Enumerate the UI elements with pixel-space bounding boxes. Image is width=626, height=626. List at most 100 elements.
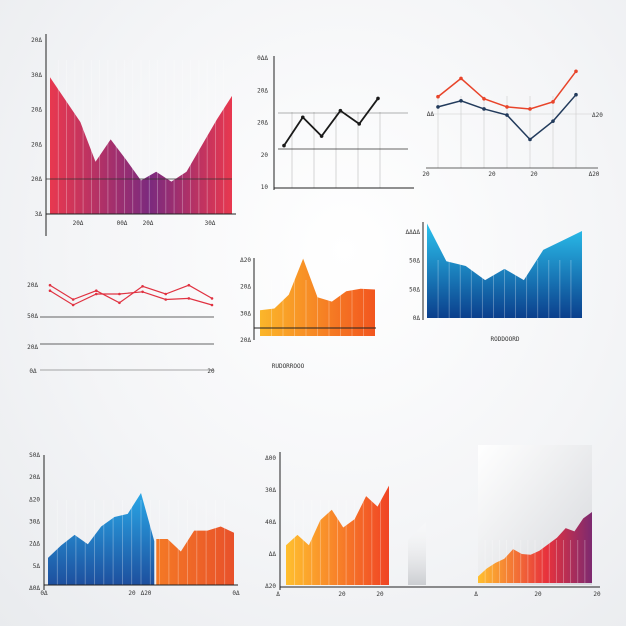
chart-2-y-tick: 10 [261,184,269,191]
data-point [436,94,440,99]
chart-1-y-tick: 20Δ [31,141,42,148]
chart-8-y-tick: Δ00 [265,455,276,462]
chart-7-y-tick: 20Δ [29,474,40,481]
chart-4-y-tick: 50Δ [27,313,38,320]
chart-1-y-tick: 20Δ [31,37,42,44]
chart-1-x-tick: 00Δ [117,220,128,227]
chart-1-y-tick: 30Δ [31,72,42,79]
chart-6-caption: RODDOORD [491,336,520,343]
chart-1-x-tick: 20Δ [143,220,154,227]
chart-1-y-tick: 20Δ [31,107,42,114]
data-point [141,285,144,288]
chart-8-y-tick: 30Δ [265,487,276,494]
data-point [574,92,578,97]
area-series-fill [286,485,389,585]
chart-9-x-tick: 20 [534,591,542,598]
chart-6: ΔΔΔΔ 50Δ 50Δ 0Δ RODDOORD [406,222,582,343]
data-point [338,108,343,113]
data-point [482,107,486,111]
chart-7-x-tick: 0Δ [40,590,48,597]
chart-7-y-tick: 2ΔΔ [29,541,40,548]
chart-5-y-tick: Δ20 [240,257,251,264]
chart-7-x-tick: 20 [128,590,136,597]
chart-7-y-tick: S0Δ [29,452,40,459]
chart-1-x-tick: 30Δ [205,220,216,227]
data-point [187,283,191,287]
chart-7-x-tick: Δ20 [141,590,152,597]
chart-8-x-tick: Δ [276,591,280,598]
data-point [528,137,532,142]
chart-8-y-tick: 40Δ [265,519,276,526]
chart-6-y-tick: 50Δ [409,286,420,293]
data-point [94,292,98,296]
data-point [210,303,214,307]
chart-9-x-tick: 20 [593,591,601,598]
chart-4: 20Δ 50Δ 20Δ 0Δ 20 [27,282,215,375]
chart-3-y-tick: ΔΔ [427,111,435,118]
data-point [376,96,380,101]
area-series-fill [478,511,592,583]
chart-8-x-tick: 20 [338,591,346,598]
chart-8-y-tick: Δ20 [265,583,276,590]
area-series-fill [260,258,375,336]
chart-2-y-tick: 20Δ [257,87,268,94]
chart-5-y-tick: 20Δ [240,284,251,291]
data-point [164,292,168,296]
data-point [282,143,286,148]
chart-7-y-tick: Δ0Δ [29,585,40,592]
area-series-fill-orange [156,526,234,585]
data-point [71,303,75,307]
chart-3-x-tick: 20 [488,171,496,178]
data-point [48,283,52,287]
data-point [71,298,75,301]
chart-5: Δ20 20Δ 30Δ 20Δ RUDORROOO [240,257,376,370]
chart-6-y-tick: 0Δ [413,315,421,322]
chart-9: Δ 20 20 [470,511,601,598]
data-point [459,99,463,103]
chart-1-y-tick: 3Δ [35,211,43,218]
data-point [551,119,555,123]
data-point [505,105,509,109]
data-point [48,289,52,293]
chart-1-y-tick: 20Δ [31,176,42,183]
chart-2-y-tick: 0ΔΔ [257,55,268,62]
ghost-bar [408,522,426,585]
chart-8-y-tick: ΔΔ [269,551,277,558]
chart-1: 20Δ 30Δ 20Δ 20Δ 20Δ 3Δ 20Δ 00Δ 20Δ 30Δ [31,34,236,236]
chart-2-y-tick: 20 [261,152,269,159]
chart-3-x-tick: Δ20 [589,171,600,178]
data-point [528,107,532,111]
data-point [187,297,191,300]
chart-3-x-tick: 20 [422,171,430,178]
chart-6-y-tick: ΔΔΔΔ [406,229,421,236]
chart-4-x-tick: 0Δ [29,368,37,375]
data-point [551,100,555,104]
area-series-fill [427,223,582,318]
line-series [283,97,379,147]
data-point [210,297,214,300]
data-point [94,289,98,293]
chart-2-y-tick: 20Δ [257,120,268,127]
chart-8-x-tick: 20 [376,591,384,598]
chart-7-y-tick: Δ20 [29,496,40,503]
line-series [49,284,213,304]
chart-4-y-tick: 20Δ [27,282,38,289]
data-point [141,290,144,294]
data-point [118,301,121,305]
area-series-fill [50,77,232,215]
line-series [49,290,213,306]
chart-5-y-tick: 20Δ [240,337,251,344]
chart-5-caption: RUDORROOO [272,363,305,370]
chart-1-x-tick: 20Δ [73,220,84,227]
chart-7-y-tick: 5Δ [33,563,41,570]
chart-7-x-tick: 0Δ [232,590,240,597]
chart-7-y-tick: 30Δ [29,519,40,526]
chart-5-y-tick: 30Δ [240,310,251,317]
chart-3: ΔΔ Δ20 20 20 20 Δ20 [422,69,603,178]
data-point [164,298,168,301]
chart-6-y-tick: 50Δ [409,258,420,265]
data-point [357,122,362,126]
